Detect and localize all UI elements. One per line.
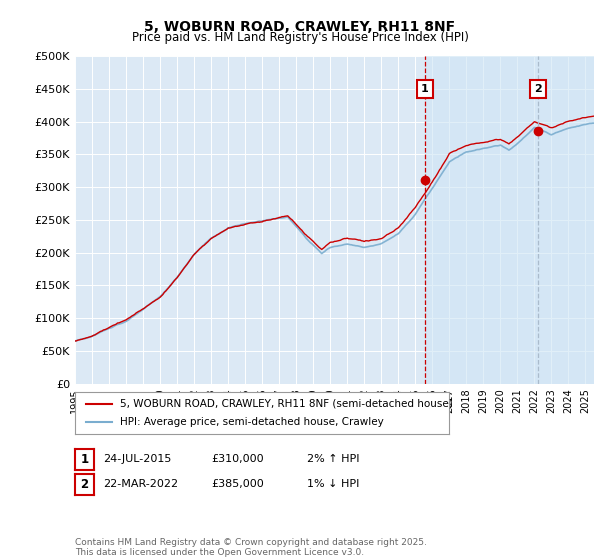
Text: Contains HM Land Registry data © Crown copyright and database right 2025.
This d: Contains HM Land Registry data © Crown c… [75, 538, 427, 557]
Text: HPI: Average price, semi-detached house, Crawley: HPI: Average price, semi-detached house,… [120, 417, 383, 427]
Text: 1: 1 [80, 452, 89, 466]
Text: £310,000: £310,000 [211, 454, 264, 464]
Bar [425, 56, 594, 384]
Text: 22-MAR-2022: 22-MAR-2022 [103, 479, 178, 489]
Text: 24-JUL-2015: 24-JUL-2015 [103, 454, 172, 464]
Text: 5, WOBURN ROAD, CRAWLEY, RH11 8NF (semi-detached house): 5, WOBURN ROAD, CRAWLEY, RH11 8NF (semi-… [120, 399, 452, 409]
Text: 1: 1 [421, 84, 429, 94]
Text: 2: 2 [80, 478, 89, 491]
Text: Price paid vs. HM Land Registry's House Price Index (HPI): Price paid vs. HM Land Registry's House … [131, 31, 469, 44]
Text: £385,000: £385,000 [211, 479, 264, 489]
Text: 1% ↓ HPI: 1% ↓ HPI [307, 479, 359, 489]
Text: 2: 2 [535, 84, 542, 94]
Text: 2% ↑ HPI: 2% ↑ HPI [307, 454, 360, 464]
Text: 5, WOBURN ROAD, CRAWLEY, RH11 8NF: 5, WOBURN ROAD, CRAWLEY, RH11 8NF [145, 20, 455, 34]
